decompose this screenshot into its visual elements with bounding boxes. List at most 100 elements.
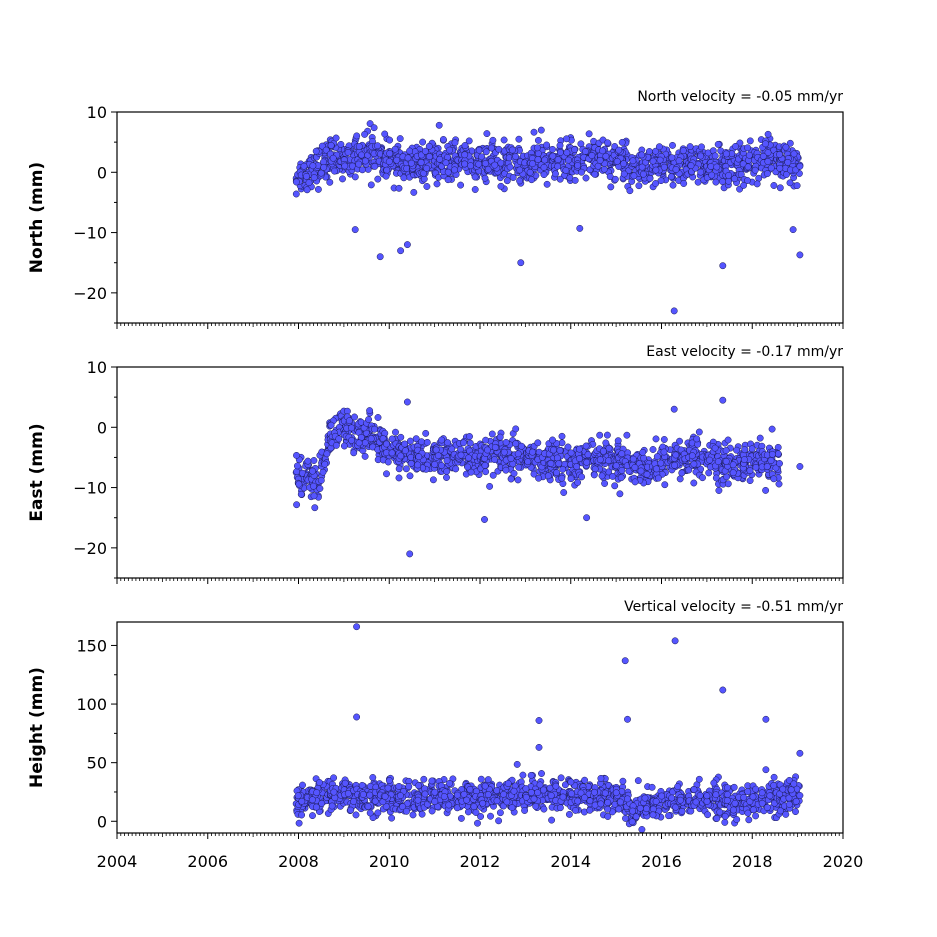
height-point [535, 717, 543, 724]
east-point [549, 436, 556, 444]
north-point [713, 163, 721, 171]
east-point [678, 469, 686, 477]
height-point [591, 801, 599, 809]
north-point [475, 146, 483, 154]
north-point [786, 179, 794, 187]
east-point [304, 457, 312, 465]
north-point [516, 177, 524, 185]
north-point [639, 170, 647, 178]
north-point [421, 147, 429, 155]
east-point [583, 458, 591, 466]
east-point [514, 450, 522, 458]
east-point [605, 444, 613, 452]
north-point [554, 162, 562, 170]
north-point [420, 175, 428, 183]
north-point [358, 151, 365, 159]
east-point [729, 461, 737, 469]
east-point [406, 437, 414, 445]
north-point [370, 124, 378, 132]
east-point [293, 501, 301, 509]
north-point [563, 135, 570, 143]
east-point [603, 431, 611, 439]
east-point [348, 436, 356, 444]
east-point [776, 460, 783, 467]
east-point [293, 462, 301, 470]
height-point [415, 782, 423, 790]
height-point [527, 771, 535, 779]
east-point [705, 469, 713, 477]
east-point [340, 442, 348, 450]
east-point [598, 472, 606, 480]
height-point [350, 798, 358, 805]
east-point [402, 465, 410, 473]
east-point [482, 436, 490, 444]
north-point [549, 152, 557, 160]
east-point [724, 480, 732, 488]
north-point [444, 176, 452, 184]
height-point [792, 808, 799, 816]
north-point [310, 174, 318, 182]
north-point [753, 180, 761, 188]
north-point [444, 168, 452, 176]
north-point [419, 138, 427, 146]
height-point [604, 799, 612, 806]
east-point [464, 463, 472, 471]
north-point [509, 174, 517, 181]
east-point [489, 471, 497, 479]
north-point [613, 157, 621, 165]
height-point [721, 812, 729, 820]
north-point [303, 186, 311, 194]
east-point [715, 487, 723, 494]
north-point [669, 141, 676, 149]
north-point [646, 174, 654, 182]
north-point [320, 163, 328, 171]
north-point [374, 175, 382, 183]
north-point [374, 142, 381, 150]
east-point [602, 439, 610, 447]
north-ylabel: North (mm) [27, 162, 47, 273]
north-point [784, 158, 792, 166]
east-point [431, 460, 439, 468]
height-point [744, 788, 752, 796]
east-point [556, 447, 564, 454]
height-point [397, 792, 404, 800]
height-point [745, 816, 753, 824]
height-point [730, 806, 737, 814]
height-point [374, 809, 382, 817]
north-point [660, 163, 668, 171]
height-point [547, 792, 555, 799]
north-point [783, 171, 790, 178]
east-ytick-label: −20 [73, 539, 107, 558]
north-point [554, 156, 562, 164]
north-point [383, 166, 391, 174]
north-point [649, 157, 657, 165]
north-point [515, 135, 523, 143]
height-point [366, 809, 374, 817]
east-point [512, 425, 520, 433]
north-point [442, 159, 450, 167]
east-point [690, 479, 698, 487]
east-point [631, 464, 639, 471]
north-point [329, 154, 337, 162]
north-point [396, 135, 404, 143]
north-point [475, 160, 483, 168]
east-point [403, 398, 411, 406]
height-point [674, 783, 682, 791]
height-point [629, 807, 637, 815]
north-point [425, 142, 433, 150]
east-point [384, 458, 392, 466]
north-point [326, 178, 334, 186]
height-point [719, 686, 727, 694]
height-point [399, 803, 407, 811]
north-ytick-label: −20 [73, 284, 107, 303]
east-point [722, 457, 730, 465]
north-point [534, 136, 542, 144]
east-point [553, 469, 561, 477]
north-point [789, 226, 797, 234]
north-point [786, 139, 794, 147]
north-point [767, 164, 775, 172]
height-point [403, 807, 410, 815]
east-point [535, 474, 543, 482]
north-point [563, 149, 571, 157]
